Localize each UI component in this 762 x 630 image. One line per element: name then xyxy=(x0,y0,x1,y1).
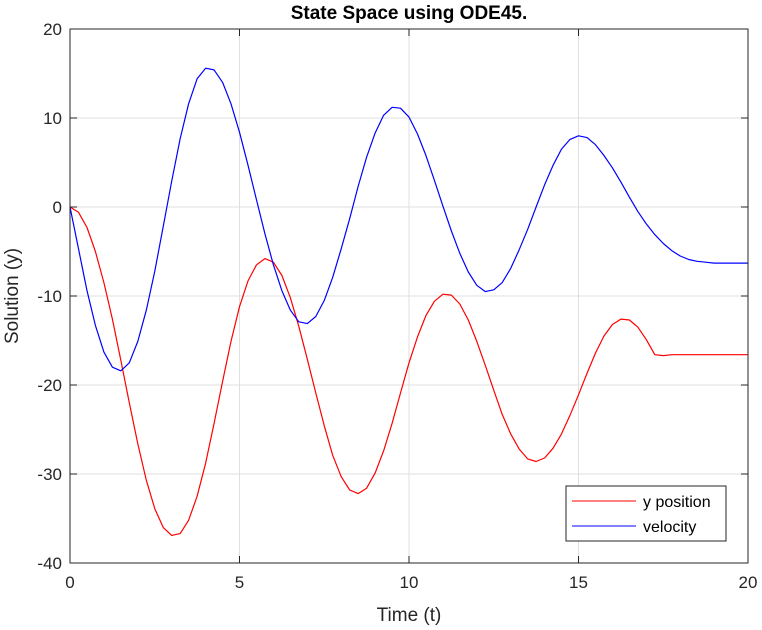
x-tick-label: 20 xyxy=(739,573,758,592)
legend-label-y-position: y position xyxy=(643,494,711,511)
series-line-velocity xyxy=(69,67,748,372)
y-tick-label: 10 xyxy=(43,109,62,128)
x-tick-label: 0 xyxy=(65,573,74,592)
tick-labels: 0 5 10 15 20 -40 -30 -20 -10 0 10 20 xyxy=(37,20,757,592)
series-line-y-position xyxy=(69,206,748,537)
x-tick-label: 5 xyxy=(235,573,244,592)
series-group xyxy=(69,67,748,537)
legend-box xyxy=(565,485,727,542)
x-tick-label: 10 xyxy=(400,573,419,592)
ticks xyxy=(69,28,749,564)
y-tick-label: 0 xyxy=(53,198,62,217)
y-tick-label: 20 xyxy=(43,20,62,39)
y-tick-label: -10 xyxy=(37,287,62,306)
legend-label-velocity: velocity xyxy=(643,519,696,536)
y-axis-label: Solution (y) xyxy=(2,248,23,344)
y-tick-label: -20 xyxy=(37,376,62,395)
x-axis-label: Time (t) xyxy=(377,605,442,626)
x-tick-label: 15 xyxy=(569,573,588,592)
legend: y position velocity xyxy=(565,485,727,542)
chart-title: State Space using ODE45. xyxy=(291,3,528,24)
y-tick-label: -30 xyxy=(37,465,62,484)
y-tick-label: -40 xyxy=(37,554,62,573)
